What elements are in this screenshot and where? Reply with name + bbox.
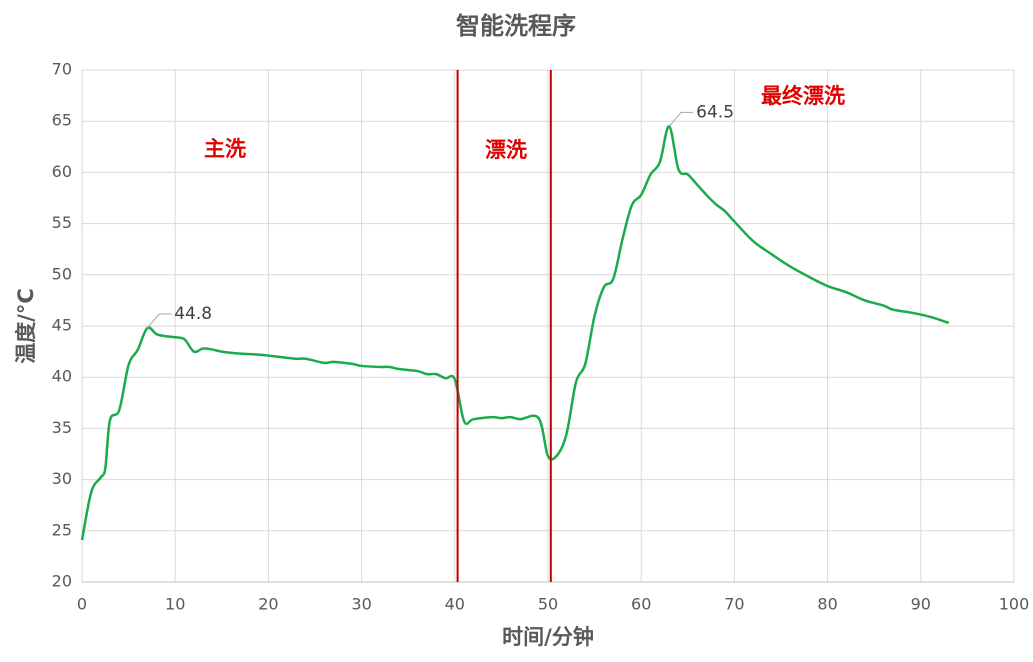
y-tick-label: 60 [52,162,72,181]
phase-label: 漂洗 [485,138,527,162]
label-leader [668,111,694,127]
data-label: 44.8 [174,304,212,324]
y-tick-label: 70 [52,60,72,79]
x-tick-label: 40 [445,595,465,614]
x-tick-label: 0 [77,595,87,614]
y-tick-label: 50 [52,264,72,283]
data-line [80,125,950,541]
label-leader [146,313,172,329]
y-tick-label: 55 [52,213,72,232]
y-tick-label: 25 [52,520,72,539]
phase-label: 最终漂洗 [761,84,845,108]
y-tick-label: 20 [52,572,72,591]
y-tick-label: 65 [52,111,72,130]
chart-title: 智能洗程序 [456,12,576,40]
x-axis-label: 时间/分钟 [502,625,594,649]
data-label: 64.5 [696,102,734,122]
y-axis-label: 温度/°C [14,288,38,364]
x-tick-label: 60 [631,595,651,614]
x-tick-label: 90 [911,595,931,614]
y-tick-label: 30 [52,469,72,488]
x-tick-label: 10 [165,595,185,614]
y-tick-label: 45 [52,316,72,335]
x-tick-label: 30 [351,595,371,614]
x-tick-label: 20 [258,595,278,614]
x-tick-label: 100 [999,595,1030,614]
x-tick-label: 80 [817,595,837,614]
y-tick-label: 40 [52,367,72,386]
x-tick-label: 50 [538,595,558,614]
phase-label: 主洗 [204,137,246,161]
x-tick-label: 70 [724,595,744,614]
y-tick-label: 35 [52,418,72,437]
